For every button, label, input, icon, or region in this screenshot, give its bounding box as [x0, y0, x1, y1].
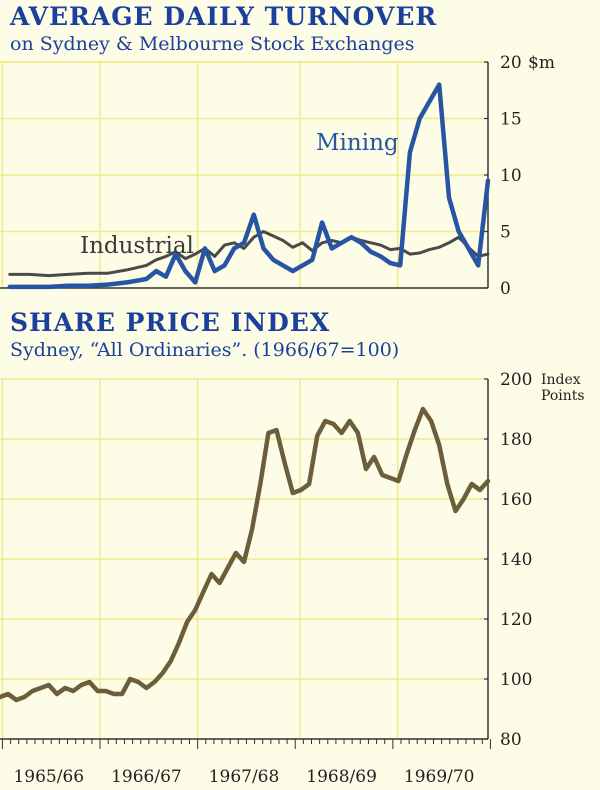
turnover-chart-subtitle: on Sydney & Melbourne Stock Exchanges	[10, 33, 415, 55]
turnover-series-label-industrial: Industrial	[80, 233, 194, 259]
x-axis-period-label: 1966/67	[111, 767, 182, 787]
share-price-chart-title: SHARE PRICE INDEX	[10, 308, 331, 337]
share-price-y-tick-label: 80	[500, 730, 522, 750]
turnover-chart-title: AVERAGE DAILY TURNOVER	[10, 2, 438, 31]
turnover-series-line-mining	[7, 82, 491, 290]
turnover-y-tick-label: 0	[500, 279, 511, 299]
share-price-chart-subtitle: Sydney, “All Ordinaries”. (1966/67=100)	[10, 339, 400, 361]
share-price-y-tick-label: 160	[500, 490, 532, 510]
turnover-series-label-mining: Mining	[316, 130, 399, 156]
x-axis-period-label: 1965/66	[13, 767, 84, 787]
turnover-y-tick-label: 10	[500, 166, 522, 186]
x-axis-period-label: 1967/68	[209, 767, 280, 787]
share-price-y-tick-label: 140	[500, 550, 532, 570]
share-price-y-tick-label: 200	[500, 370, 532, 390]
x-axis-period-label: 1968/69	[306, 767, 377, 787]
turnover-chart: 0 5 10 15 20 $m Industrial Mining	[0, 53, 555, 299]
turnover-series-line-industrial	[8, 230, 490, 278]
turnover-y-tick-label: 20	[500, 53, 522, 73]
share-price-unit-label-1: Index	[541, 372, 581, 388]
share-price-y-tick-label: 180	[500, 430, 532, 450]
share-price-y-tick-label: 100	[500, 670, 532, 690]
share-price-series-line	[0, 406, 491, 703]
turnover-unit-label: $m	[528, 53, 555, 73]
turnover-y-tick-label: 5	[500, 223, 511, 243]
x-axis-labels: 1965/66 1966/67 1967/68 1968/69 1969/70	[13, 767, 474, 787]
share-price-unit-label-2: Points	[541, 388, 585, 404]
x-axis-period-label: 1969/70	[404, 767, 475, 787]
share-price-y-tick-label: 120	[500, 610, 532, 630]
turnover-y-tick-label: 15	[500, 110, 522, 130]
